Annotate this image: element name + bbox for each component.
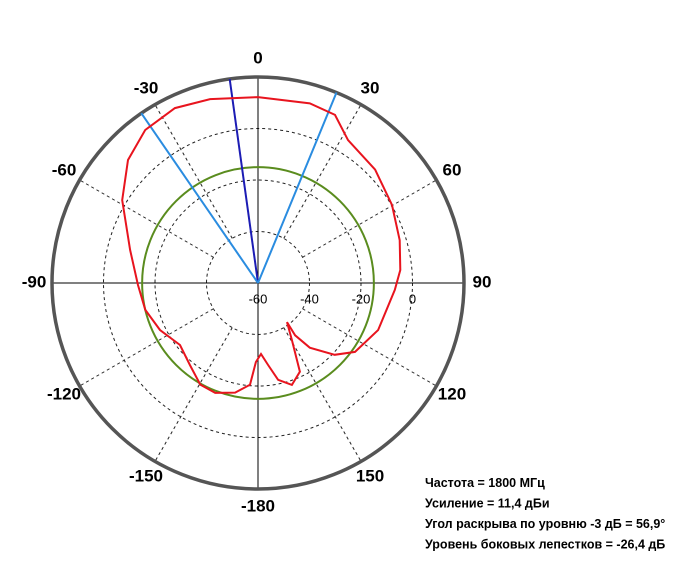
r-tick-label: -20	[352, 291, 371, 306]
angle-label: 120	[438, 384, 466, 403]
angle-label: 0	[253, 48, 262, 67]
annotation: Частота = 1800 МГц	[425, 476, 545, 490]
angle-label: -120	[47, 384, 81, 403]
angle-label: -180	[241, 496, 275, 515]
beam-line	[140, 112, 259, 284]
beam-line	[228, 78, 259, 284]
r-tick-label: -60	[249, 291, 268, 306]
r-tick-label: 0	[409, 291, 416, 306]
spoke	[302, 179, 437, 258]
spoke	[79, 179, 214, 258]
annotation: Усиление = 11,4 дБи	[425, 497, 550, 511]
spoke	[283, 104, 362, 239]
angle-label: -30	[134, 78, 159, 97]
angle-label: 150	[356, 466, 384, 485]
pattern-line	[121, 96, 402, 394]
r-tick-label: -40	[300, 291, 319, 306]
spoke	[154, 327, 233, 462]
spoke	[79, 308, 214, 387]
outer-ring	[50, 75, 466, 491]
spoke	[154, 104, 233, 239]
spoke	[302, 308, 437, 387]
annotation: Уровень боковых лепестков = -26,4 дБ	[425, 538, 665, 552]
angle-label: -90	[22, 272, 47, 291]
spoke	[283, 327, 362, 462]
angle-label: 90	[473, 272, 492, 291]
beam-line	[257, 92, 338, 284]
reference-circle	[141, 166, 375, 400]
annotation: Угол раскрыва по уровню -3 дБ = 56,9°	[425, 517, 665, 531]
angle-label: -150	[129, 466, 163, 485]
angle-label: 60	[443, 160, 462, 179]
angle-label: -60	[52, 160, 77, 179]
angle-label: 30	[361, 78, 380, 97]
